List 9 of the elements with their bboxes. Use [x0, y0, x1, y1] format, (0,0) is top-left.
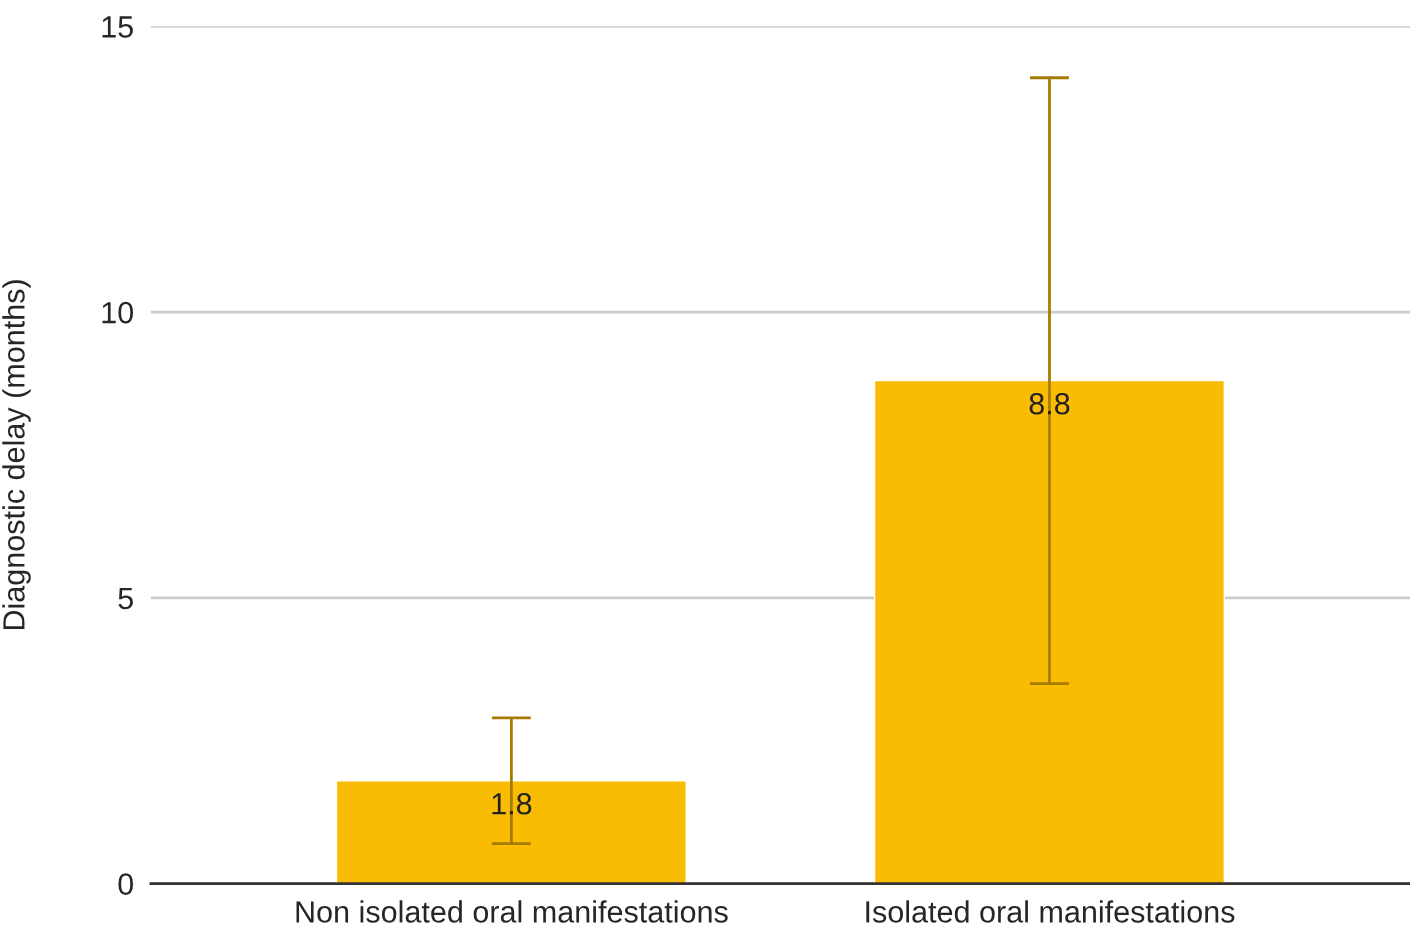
x-tick-label: Isolated oral manifestations [866, 900, 1235, 923]
data-label: 8.8 [1029, 392, 1070, 415]
y-axis-title: Diagnostic delay (months) [2, 280, 31, 630]
x-tick-label: Non isolated oral manifestations [296, 900, 728, 923]
y-tick-label: 0 [118, 873, 134, 895]
data-label: 1.8 [492, 792, 532, 815]
y-tick-label: 5 [118, 587, 133, 610]
y-tick-label: 15 [102, 16, 133, 38]
y-tick-label: 10 [102, 301, 134, 324]
